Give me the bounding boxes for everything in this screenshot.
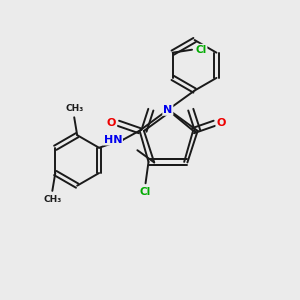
- Text: HN: HN: [103, 135, 122, 145]
- Text: N: N: [163, 105, 172, 115]
- Text: Cl: Cl: [140, 187, 151, 196]
- Text: CH₃: CH₃: [43, 195, 62, 204]
- Text: O: O: [107, 118, 116, 128]
- Text: O: O: [216, 118, 226, 128]
- Text: CH₃: CH₃: [65, 104, 83, 113]
- Text: Cl: Cl: [195, 45, 207, 55]
